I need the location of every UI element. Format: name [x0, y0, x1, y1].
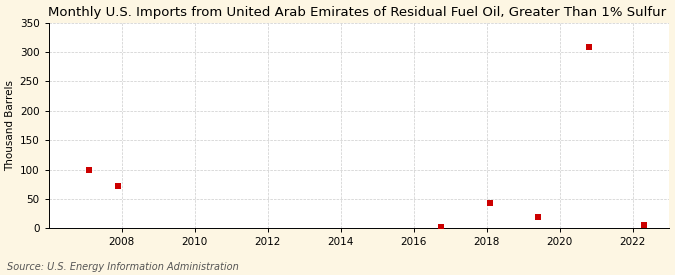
Text: Source: U.S. Energy Information Administration: Source: U.S. Energy Information Administ…	[7, 262, 238, 272]
Point	[639, 223, 649, 228]
Point	[584, 45, 595, 50]
Text: Monthly U.S. Imports from United Arab Emirates of Residual Fuel Oil, Greater Tha: Monthly U.S. Imports from United Arab Em…	[49, 6, 667, 18]
Point	[113, 184, 124, 188]
Y-axis label: Thousand Barrels: Thousand Barrels	[5, 80, 16, 171]
Point	[83, 167, 94, 172]
Point	[436, 224, 447, 229]
Point	[485, 201, 496, 205]
Point	[533, 214, 543, 219]
